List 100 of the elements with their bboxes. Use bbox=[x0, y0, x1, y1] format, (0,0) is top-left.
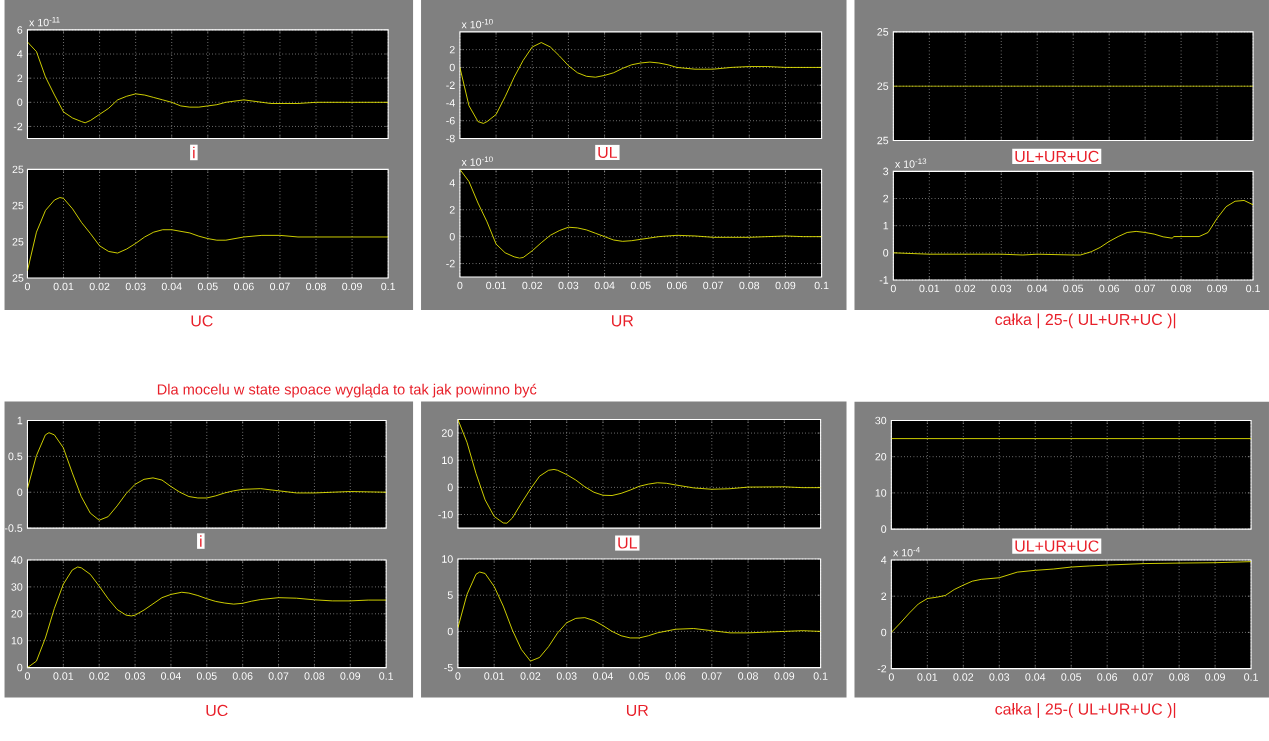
y-tick-label: 25 bbox=[877, 82, 889, 90]
x-tick-label: 0.02 bbox=[953, 673, 974, 681]
text: UC bbox=[206, 704, 228, 716]
y-tick-label: 0 bbox=[881, 525, 887, 533]
x-tick-label: 0.06 bbox=[1099, 284, 1120, 293]
x-tick-label: 0.04 bbox=[593, 672, 614, 680]
x-tick-label: 0.04 bbox=[1027, 284, 1048, 293]
x-tick-label: 0.03 bbox=[989, 673, 1010, 681]
x-tick-label: 0.03 bbox=[125, 282, 146, 291]
y-tick-label: 2 bbox=[449, 205, 455, 214]
y-tick-label: 6 bbox=[17, 25, 23, 34]
text: UC bbox=[191, 315, 213, 327]
y-tick-label: 0.5 bbox=[8, 452, 23, 460]
y-tick-label: 1 bbox=[17, 416, 23, 424]
x-tick-label: 0.06 bbox=[665, 672, 686, 680]
y-tick-label: 0 bbox=[449, 232, 455, 241]
x-tick-label: 0.04 bbox=[594, 281, 615, 290]
x-tick-label: 0 bbox=[890, 284, 896, 293]
x-tick-label: 0.08 bbox=[739, 281, 760, 290]
x-tick-label: 0.08 bbox=[738, 672, 758, 680]
x-tick-label: 0.1 bbox=[379, 672, 394, 680]
x-tick-label: 0.01 bbox=[917, 673, 938, 681]
x-tick-label: 0.05 bbox=[1063, 284, 1084, 293]
y-tick-label: -6 bbox=[446, 116, 455, 125]
x-tick-label: 0.07 bbox=[1135, 284, 1155, 293]
y-axis-title: x 10$^{-10}$ bbox=[461, 156, 493, 166]
x-tick-label: 0.04 bbox=[1025, 673, 1046, 681]
y-tick-label: 0 bbox=[447, 483, 453, 491]
x-tick-label: 0.01 bbox=[53, 282, 74, 291]
x-tick-label: 0.05 bbox=[630, 281, 651, 290]
x-tick-label: 0.09 bbox=[1207, 284, 1227, 293]
x-tick-label: 0.03 bbox=[991, 284, 1012, 293]
y-tick-label: 0 bbox=[449, 63, 455, 72]
y-tick-label: 0 bbox=[17, 663, 23, 672]
y-tick-label: 4 bbox=[881, 556, 887, 564]
x-tick-label: 0.1 bbox=[814, 281, 829, 290]
x-tick-label: 0.05 bbox=[197, 282, 218, 291]
x-tick-label: 0.1 bbox=[1244, 673, 1258, 681]
x-tick-label: 0.09 bbox=[774, 672, 795, 680]
y-tick-label: 25 bbox=[877, 136, 889, 145]
text: UR bbox=[626, 704, 649, 716]
y-tick-label: 2 bbox=[449, 45, 455, 54]
x-tick-label: 0.01 bbox=[919, 284, 940, 293]
y-tick-label: 5 bbox=[447, 591, 453, 599]
text: UL+UR+UC bbox=[1015, 150, 1099, 162]
text: całka | 25-( UL+UR+UC )| bbox=[995, 313, 1176, 329]
x-tick-label: 0.05 bbox=[629, 672, 650, 680]
y-axis-title: x 10$^{-11}$ bbox=[29, 16, 60, 27]
x-tick-label: 0.05 bbox=[1061, 673, 1082, 681]
x-tick-label: 0.1 bbox=[813, 672, 828, 680]
x-tick-label: 0.03 bbox=[556, 672, 577, 680]
text: i bbox=[200, 535, 202, 547]
x-tick-label: 0.05 bbox=[196, 672, 217, 680]
y-tick-label: 2 bbox=[881, 592, 887, 600]
y-tick-label: 10 bbox=[11, 636, 23, 645]
y-tick-label: -2 bbox=[877, 664, 887, 673]
text: UL+UR+UC bbox=[1015, 540, 1099, 552]
x-tick-label: 0 bbox=[457, 281, 463, 290]
x-tick-label: 0.08 bbox=[1169, 673, 1189, 681]
y-tick-label: -0.5 bbox=[4, 524, 23, 532]
x-tick-label: 0.06 bbox=[232, 672, 253, 680]
x-tick-label: 0 bbox=[455, 672, 461, 680]
x-tick-label: 0.07 bbox=[703, 281, 723, 290]
x-tick-label: 0.02 bbox=[89, 672, 109, 680]
x-tick-label: 0.07 bbox=[268, 672, 289, 680]
x-tick-label: 0.02 bbox=[955, 284, 976, 293]
y-tick-label: -4 bbox=[446, 99, 455, 107]
x-tick-label: 0.09 bbox=[775, 281, 796, 290]
x-tick-label: 0.04 bbox=[161, 282, 182, 291]
y-tick-label: 20 bbox=[875, 452, 887, 461]
x-tick-label: 0.03 bbox=[125, 672, 145, 680]
y-tick-label: 20 bbox=[441, 429, 453, 437]
x-tick-label: 0 bbox=[888, 673, 894, 681]
y-tick-label: -10 bbox=[438, 510, 453, 519]
y-tick-label: 2 bbox=[17, 74, 23, 82]
x-tick-label: 0.1 bbox=[381, 282, 396, 291]
y-tick-label: 10 bbox=[442, 456, 453, 464]
y-tick-label: 4 bbox=[17, 50, 23, 58]
x-tick-label: 0 bbox=[24, 282, 30, 291]
y-tick-label: 10 bbox=[875, 488, 887, 497]
x-tick-label: 0.08 bbox=[306, 282, 326, 291]
y-tick-label: 30 bbox=[11, 582, 23, 591]
y-tick-label: -2 bbox=[13, 122, 23, 130]
text: UL bbox=[598, 146, 618, 158]
x-tick-label: 0.1 bbox=[1246, 284, 1260, 293]
x-tick-label: 0.01 bbox=[486, 281, 506, 290]
y-tick-label: 25 bbox=[877, 27, 889, 36]
x-tick-label: 0 bbox=[24, 672, 30, 680]
x-tick-label: 0.02 bbox=[522, 281, 543, 290]
x-tick-label: 0.06 bbox=[233, 282, 254, 291]
y-tick-label: -2 bbox=[446, 81, 455, 89]
text: całka | 25-( UL+UR+UC )| bbox=[995, 702, 1176, 718]
y-tick-label: -2 bbox=[446, 259, 455, 268]
x-tick-label: 0.01 bbox=[53, 672, 74, 680]
text: i bbox=[193, 146, 195, 159]
x-tick-label: 0.04 bbox=[161, 672, 181, 680]
x-tick-label: 0.08 bbox=[1171, 284, 1191, 293]
y-tick-label: -8 bbox=[446, 134, 455, 143]
x-tick-label: 0.03 bbox=[558, 281, 579, 290]
x-tick-label: 0.06 bbox=[1097, 673, 1118, 681]
